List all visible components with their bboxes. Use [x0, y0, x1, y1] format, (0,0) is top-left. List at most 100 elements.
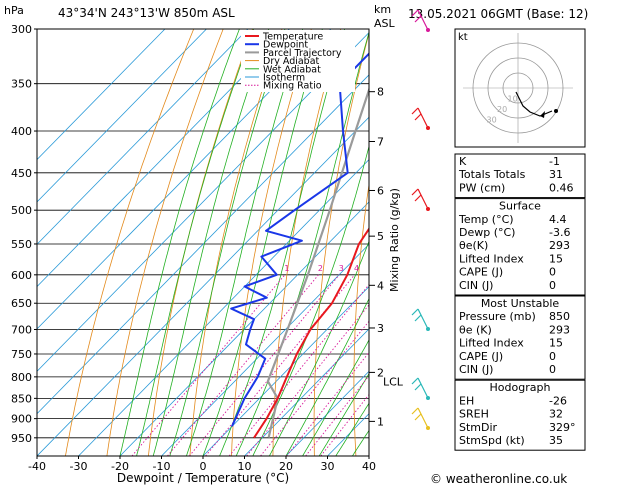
hodograph-params-row-label: SREH — [459, 408, 489, 421]
hpa-unit-label: hPa — [4, 4, 24, 17]
footer-credit: © weatheronline.co.uk — [430, 472, 567, 486]
km-tick-label: 4 — [377, 279, 384, 292]
indices-box — [454, 153, 586, 199]
wind-barb-shaft — [417, 188, 429, 210]
wind-barb-dot — [426, 396, 430, 400]
pressure-tick-label: 300 — [11, 23, 32, 36]
isotherm-line — [37, 29, 290, 288]
hodograph-params-row-value: -26 — [549, 394, 567, 407]
isotherm-line — [244, 328, 369, 456]
temperature-tick-label: 40 — [362, 460, 376, 473]
km-tick-label: 2 — [377, 366, 384, 379]
wind-barb-flag — [411, 407, 419, 415]
legend-entry: Mixing Ratio — [263, 81, 322, 92]
hodograph-params-box — [454, 379, 586, 451]
legend-entry: Dry Adiabat — [263, 56, 320, 67]
surface-row-value: 0 — [549, 266, 556, 279]
temperature-line — [253, 227, 369, 439]
dry-adiabat-line — [430, 29, 459, 456]
datetime-label: 13.05.2021 06GMT (Base: 12) — [408, 7, 588, 21]
surface-row-value: 0 — [549, 279, 556, 292]
hodograph-params-row-label: StmSpd (kt) — [459, 434, 525, 447]
wind-barb-flag — [414, 15, 422, 23]
mixing-ratio-line — [228, 283, 369, 456]
wind-barb-dot — [426, 28, 430, 32]
indices-row-label: Totals Totals — [458, 168, 526, 181]
wind-barb-flag — [411, 308, 419, 316]
hodograph-params-row-value: 329° — [549, 421, 576, 434]
pressure-tick-label: 400 — [11, 125, 32, 138]
hodograph-params-row-value: 35 — [549, 434, 563, 447]
dry-adiabat-line — [148, 29, 253, 456]
wind-barb-dot — [426, 207, 430, 211]
wet-adiabat-line — [186, 29, 304, 456]
mixing-ratio-line — [167, 274, 319, 456]
most-unstable-row-label: CAPE (J) — [459, 350, 503, 363]
wind-barb-flag — [414, 383, 422, 391]
wind-barb-shaft — [417, 377, 429, 399]
pressure-tick-label: 650 — [11, 297, 32, 310]
legend-entry: Dewpoint — [263, 40, 308, 51]
hodograph-params-row-value: 32 — [549, 408, 563, 421]
surface-row-value: 15 — [549, 252, 563, 265]
isotherm-line — [37, 29, 166, 161]
isotherm-line — [161, 243, 369, 456]
isotherm-line — [202, 286, 369, 456]
wind-barb-flag — [414, 194, 422, 202]
legend-entry: Wet Adiabat — [263, 64, 321, 75]
km-unit-label: km — [374, 3, 391, 16]
dry-adiabat-line — [65, 29, 195, 456]
isotherm-line — [37, 74, 369, 415]
mixing-ratio-line — [320, 393, 369, 456]
temperature-tick-label: -40 — [28, 460, 46, 473]
wind-barb-dot — [426, 126, 430, 130]
profiles: 12346810152025 — [230, 52, 413, 439]
background-lines — [37, 29, 629, 456]
wet-adiabat-line — [318, 372, 369, 456]
hodograph-ring-label: 10 — [508, 95, 518, 104]
isotherm-line — [78, 158, 369, 456]
x-axis-label: Dewpoint / Temperature (°C) — [117, 471, 289, 485]
most-unstable-row-value: 850 — [549, 310, 570, 323]
wind-barb-shaft — [417, 107, 429, 129]
wind-barb-flag — [411, 9, 419, 17]
isotherm-line — [37, 116, 369, 456]
location-label: 43°34'N 243°13'W 850m ASL — [58, 6, 235, 20]
parcel-trajectory-line — [266, 86, 369, 439]
mixing-ratio-tick-label: 10 — [403, 264, 413, 273]
mixing-ratio-line — [205, 274, 355, 456]
surface-row-value: 293 — [549, 239, 570, 252]
pressure-tick-label: 750 — [11, 348, 32, 361]
indices-row-value: 31 — [549, 168, 563, 181]
km-tick-label: 3 — [377, 322, 384, 335]
surface-row-label: Dewp (°C) — [459, 226, 515, 239]
dry-adiabat-line — [106, 29, 224, 456]
mixing-ratio-tick-label: 2 — [318, 264, 323, 273]
most-unstable-row-label: Lifted Index — [459, 337, 524, 350]
dry-adiabat-line — [601, 29, 629, 456]
pressure-tick-label: 850 — [11, 392, 32, 405]
wind-barb-shaft — [417, 308, 429, 330]
mixing-ratio-line — [286, 351, 369, 456]
wet-adiabat-line — [219, 29, 345, 456]
isotherm-line — [37, 29, 249, 245]
wind-barb-flag — [414, 113, 422, 121]
dewpoint-line — [230, 52, 369, 427]
most-unstable-row-value: 293 — [549, 323, 570, 336]
pressure-tick-label: 350 — [11, 78, 32, 91]
dry-adiabat-line — [353, 181, 369, 456]
asl-unit-label: ASL — [374, 17, 396, 30]
surface-row-label: θe(K) — [459, 239, 488, 252]
temperature-tick-label: 0 — [200, 460, 207, 473]
pressure-tick-label: 600 — [11, 269, 32, 282]
index-tables: K -1 Totals Totals 31 PW (cm) 0.46 SurfaceTemp… — [454, 153, 586, 451]
temperature-tick-label: 20 — [279, 460, 293, 473]
km-tick-label: 1 — [377, 415, 384, 428]
most-unstable-row-label: θe (K) — [459, 323, 492, 336]
mixing-ratio-line — [260, 320, 369, 456]
mixing-ratio-axis-label: Mixing Ratio (g/kg) — [388, 188, 401, 292]
indices-row-label: K — [459, 155, 467, 168]
km-tick-label: 8 — [377, 86, 384, 99]
wind-barb-flag — [411, 377, 419, 385]
